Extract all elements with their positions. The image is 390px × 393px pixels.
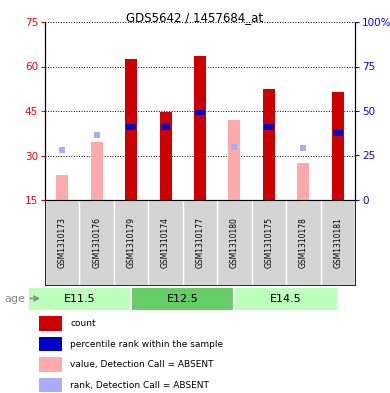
Text: E12.5: E12.5: [167, 294, 199, 303]
Text: GSM1310174: GSM1310174: [161, 217, 170, 268]
Bar: [90, 142, 103, 200]
Bar: [39, 378, 62, 392]
Bar: [56, 175, 68, 200]
Text: GSM1310180: GSM1310180: [230, 217, 239, 268]
Bar: [234, 287, 338, 310]
Text: GSM1310176: GSM1310176: [92, 217, 101, 268]
Text: GSM1310175: GSM1310175: [264, 217, 273, 268]
Bar: [332, 92, 344, 200]
Bar: [125, 59, 137, 200]
Text: E11.5: E11.5: [64, 294, 95, 303]
Text: percentile rank within the sample: percentile rank within the sample: [70, 340, 223, 349]
Text: count: count: [70, 319, 96, 328]
Bar: [264, 124, 274, 130]
Text: value, Detection Call = ABSENT: value, Detection Call = ABSENT: [70, 360, 214, 369]
Bar: [229, 120, 241, 200]
Bar: [297, 163, 309, 200]
Text: GDS5642 / 1457684_at: GDS5642 / 1457684_at: [126, 11, 264, 24]
Bar: [39, 337, 62, 351]
Bar: [195, 110, 205, 116]
Bar: [263, 89, 275, 200]
Bar: [161, 124, 170, 130]
Text: GSM1310181: GSM1310181: [333, 217, 342, 268]
Text: rank, Detection Call = ABSENT: rank, Detection Call = ABSENT: [70, 380, 209, 389]
Text: E14.5: E14.5: [270, 294, 302, 303]
Bar: [333, 130, 342, 136]
Text: GSM1310177: GSM1310177: [195, 217, 204, 268]
Bar: [39, 358, 62, 372]
Bar: [131, 287, 234, 310]
Bar: [39, 316, 62, 331]
Text: GSM1310178: GSM1310178: [299, 217, 308, 268]
Text: GSM1310179: GSM1310179: [127, 217, 136, 268]
Text: age: age: [4, 294, 38, 303]
Bar: [28, 287, 131, 310]
Bar: [126, 124, 136, 130]
Bar: [160, 112, 172, 200]
Text: GSM1310173: GSM1310173: [58, 217, 67, 268]
Bar: [194, 56, 206, 200]
